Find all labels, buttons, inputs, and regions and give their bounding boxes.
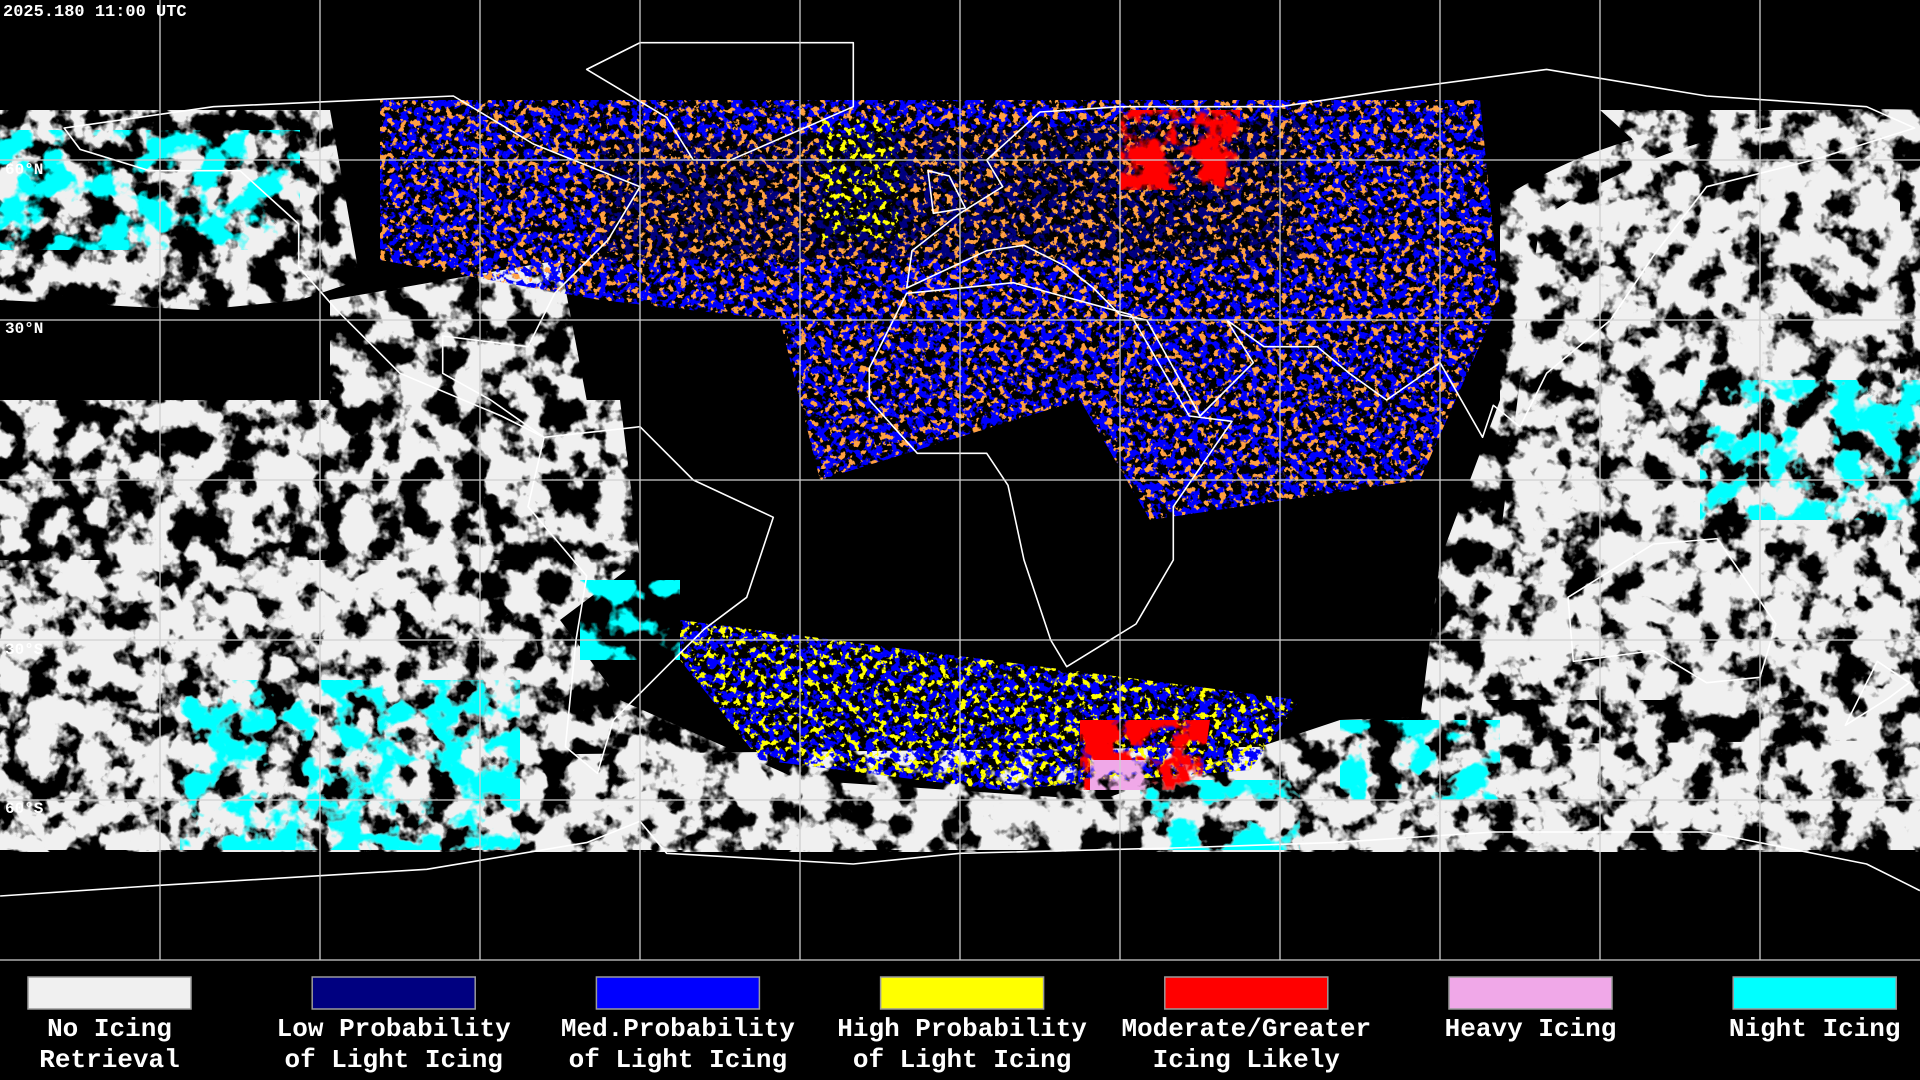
legend-label: Moderate/Greater	[1121, 1014, 1371, 1044]
coastline	[527, 425, 775, 775]
legend-label: High Probability	[837, 1014, 1087, 1044]
legend-label: of Light Icing	[284, 1045, 502, 1075]
coastline	[585, 41, 855, 161]
legend-label: Med.Probability	[561, 1014, 795, 1044]
legend-label: Night Icing	[1729, 1014, 1901, 1044]
legend-swatch	[27, 976, 192, 1010]
timestamp: 2025.180 11:00 UTC	[3, 3, 187, 22]
legend-swatch	[595, 976, 761, 1010]
coastline	[905, 68, 1916, 439]
legend-label: Icing Likely	[1153, 1045, 1341, 1075]
icing-moderate	[1080, 110, 1240, 790]
legend-swatch	[1732, 976, 1897, 1010]
coastline	[1844, 660, 1911, 727]
legend-label: No Icing	[47, 1014, 172, 1044]
legend-swatch	[1448, 976, 1613, 1010]
coastline	[927, 169, 967, 215]
latitude-labels: 60°N 30°N 30°S 60°S	[5, 161, 44, 818]
legend-swatch	[1164, 976, 1329, 1010]
legend-swatch	[311, 976, 476, 1010]
latitude-label: 30°N	[5, 320, 43, 338]
legend-swatch	[879, 976, 1045, 1010]
coastline	[0, 820, 1920, 897]
legend-label: of Light Icing	[853, 1045, 1071, 1075]
latitude-label: 60°S	[5, 800, 44, 818]
latitude-label: 60°N	[5, 161, 43, 179]
legend-label: Low Probability	[277, 1014, 511, 1044]
legend-label: of Light Icing	[569, 1045, 787, 1075]
graticule	[0, 0, 1920, 960]
latitude-label: 30°S	[5, 641, 44, 659]
legend-label: Retrieval	[39, 1045, 179, 1075]
legend-label: Heavy Icing	[1445, 1014, 1617, 1044]
coastline	[63, 95, 641, 439]
coastline	[868, 281, 1233, 668]
